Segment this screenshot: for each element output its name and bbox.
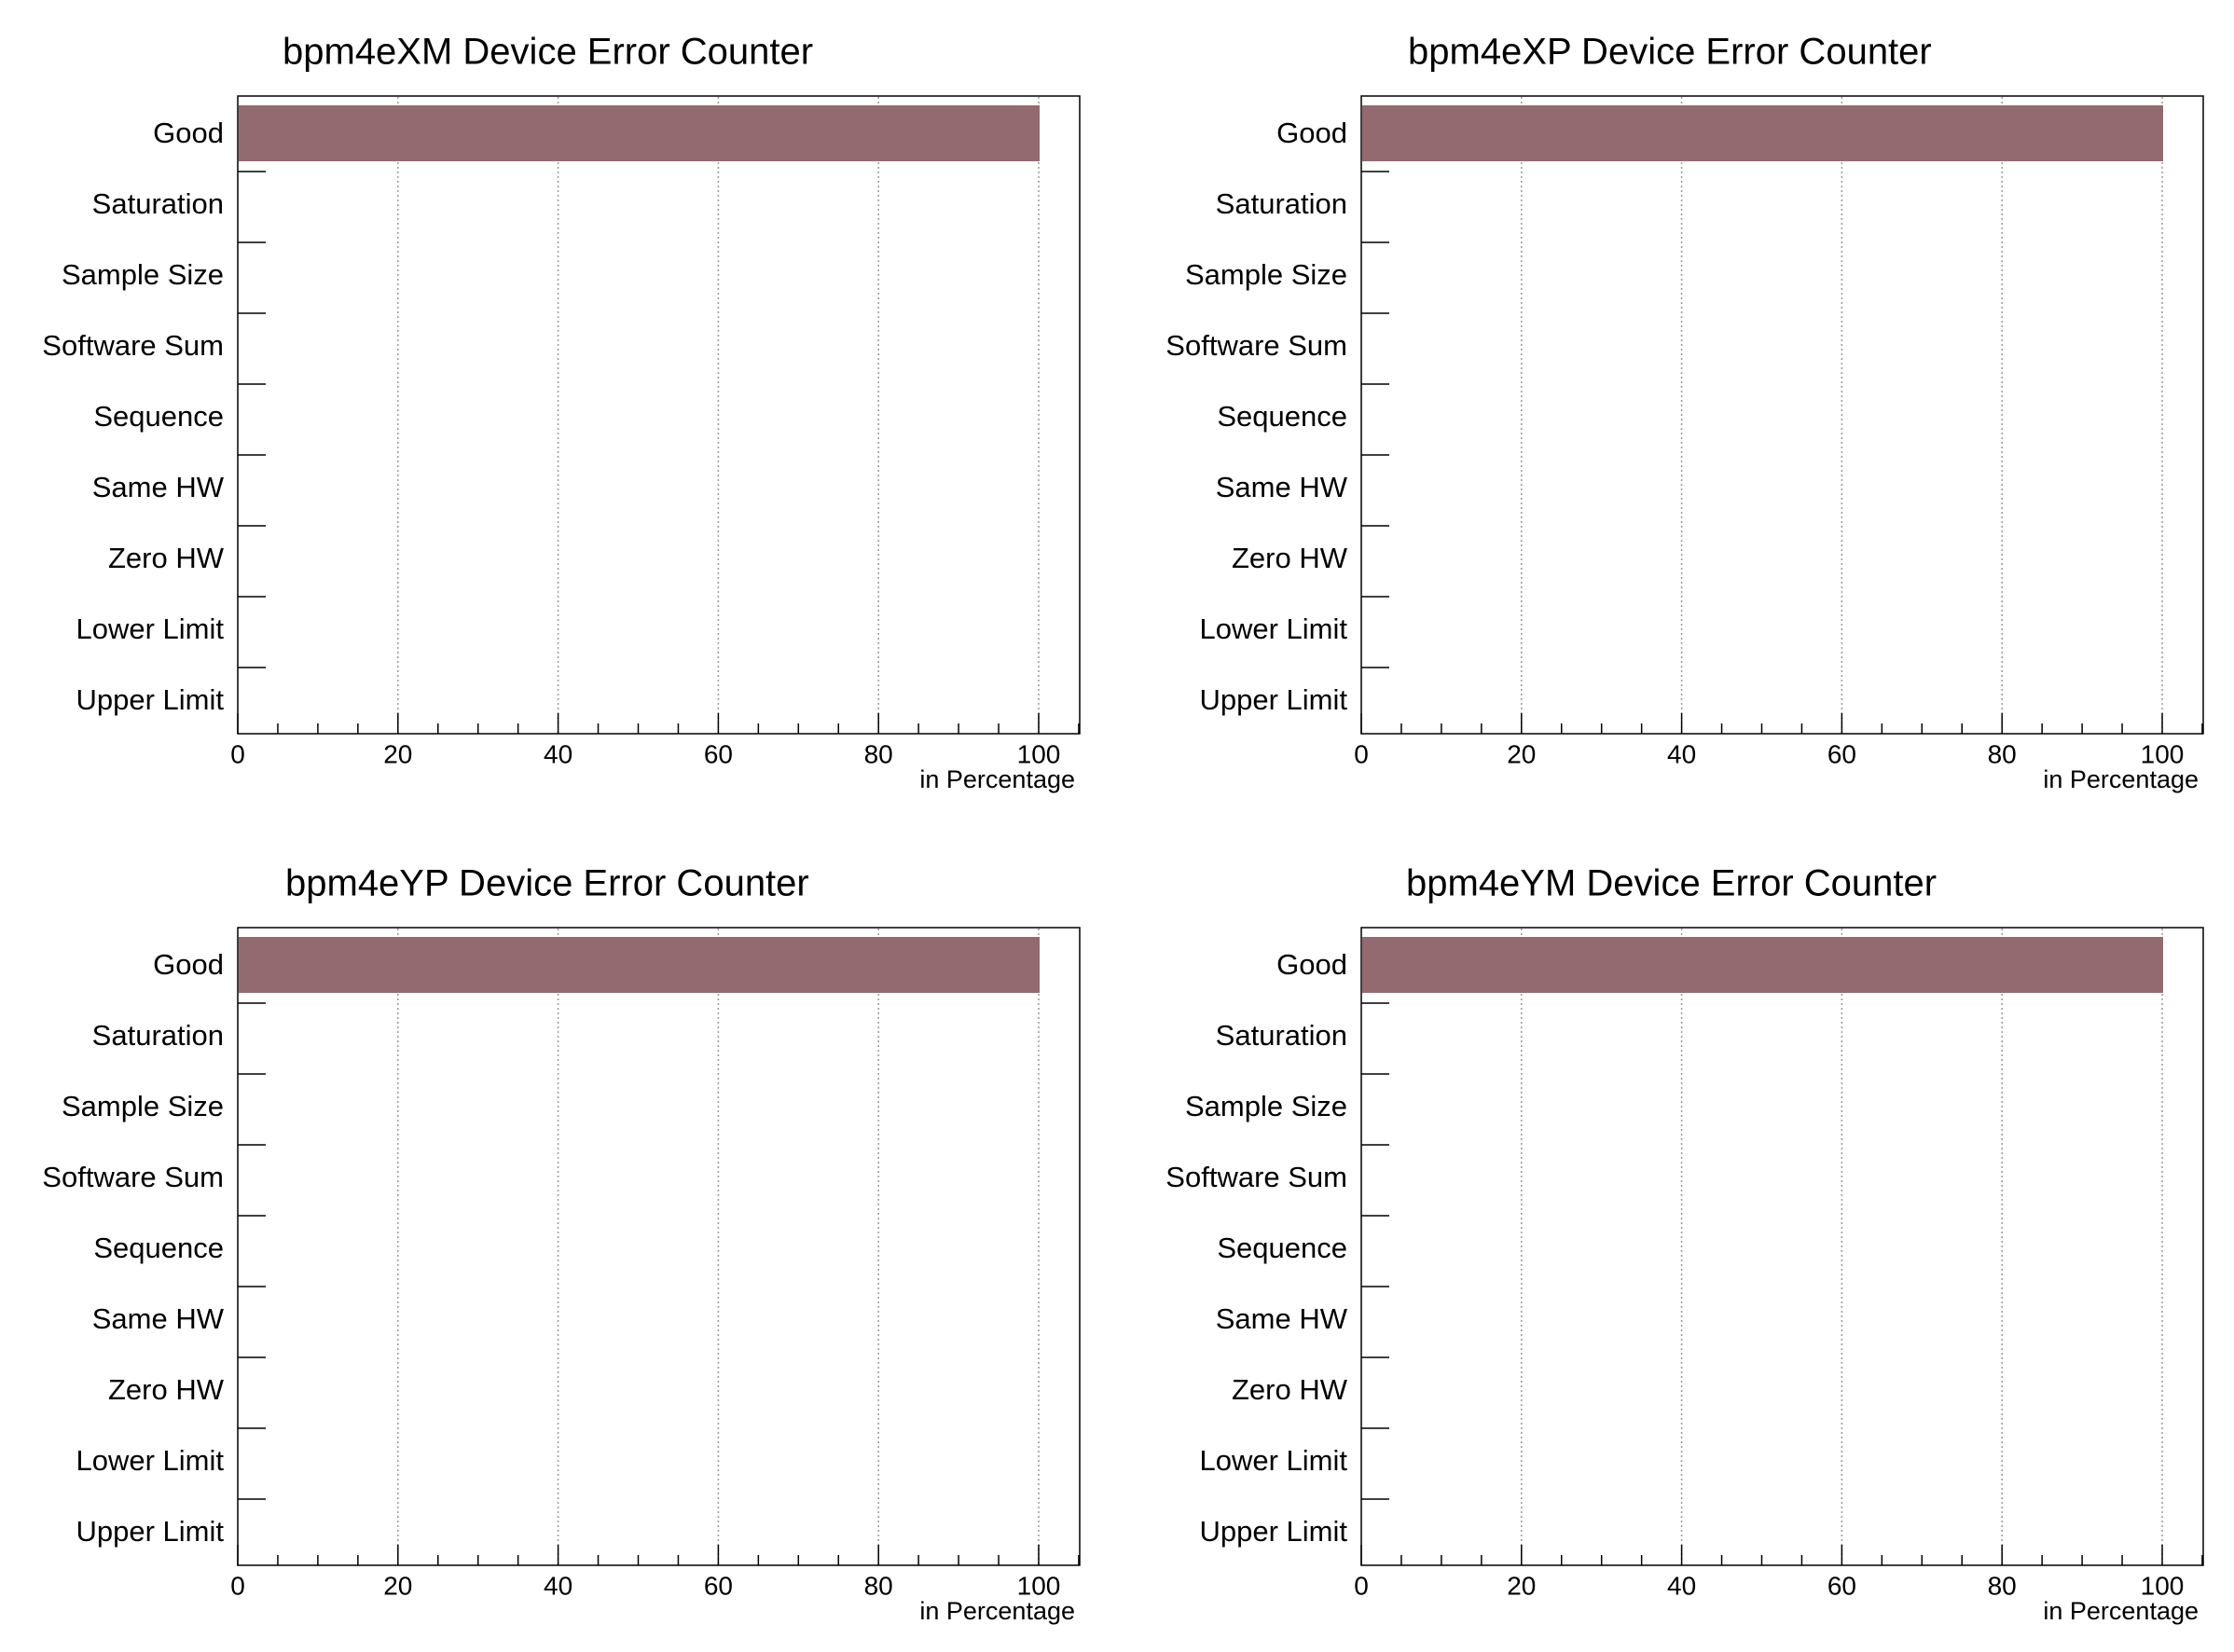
category-label: Lower Limit [1200,1444,1348,1477]
x-tick-label: 20 [1507,739,1536,768]
x-tick-label: 100 [1017,739,1061,768]
category-label: Lower Limit [1200,613,1348,645]
x-tick-label: 80 [1988,1571,2017,1600]
x-tick-label: 60 [704,1571,733,1600]
category-label: Upper Limit [1200,683,1348,716]
plot-frame [1360,95,2204,735]
x-tick-label: 20 [1507,1571,1536,1600]
category-label: Sample Size [1185,1090,1347,1122]
x-tick-label: 100 [2141,739,2185,768]
plot-frame [1360,927,2204,1566]
chart-panel: bpm4eXM Device Error Counter Good Saturati… [42,32,1081,793]
x-tick-label: 0 [1354,739,1369,768]
category-label: Saturation [1216,1019,1347,1052]
chart-title: bpm4eXM Device Error Counter [283,32,813,73]
bar-good [239,937,1040,993]
category-label: Sequence [1217,1232,1347,1264]
category-label: Software Sum [42,1161,224,1193]
category-label: Software Sum [42,329,224,362]
category-label: Same HW [1216,1302,1348,1335]
x-tick-label: 80 [1988,739,2017,768]
x-tick-label: 40 [1667,1571,1696,1600]
x-tick-label: 60 [704,739,733,768]
category-label: Sequence [93,400,224,433]
x-tick-label: 100 [2141,1571,2185,1600]
chart-panel: bpm4eYP Device Error Counter Good Saturati… [42,863,1081,1625]
category-label: Same HW [1216,471,1348,503]
x-tick-label: 0 [230,1571,245,1600]
x-tick-label: 60 [1827,1571,1856,1600]
category-label: Zero HW [108,1373,225,1406]
bar-good [239,105,1040,161]
x-axis-label: in Percentage [919,1597,1075,1625]
category-label: Software Sum [1165,1161,1347,1193]
category-label: Sample Size [1185,258,1347,291]
category-label: Zero HW [1232,1373,1348,1406]
x-tick-label: 0 [1354,1571,1369,1600]
category-label: Saturation [1216,187,1347,220]
x-tick-label: 20 [383,739,412,768]
category-label: Software Sum [1165,329,1347,362]
category-label: Upper Limit [1200,1515,1348,1548]
chart-panel: bpm4eYM Device Error Counter Good Saturati… [1165,863,2204,1625]
category-label: Good [153,117,224,149]
x-tick-label: 100 [1017,1571,1061,1600]
chart-title: bpm4eYP Device Error Counter [285,863,809,904]
category-label: Same HW [92,1302,225,1335]
category-label: Same HW [92,471,225,503]
category-label: Saturation [92,187,224,220]
category-label: Saturation [92,1019,224,1052]
category-label: Good [1276,117,1347,149]
chart-panel: bpm4eXP Device Error Counter Good Saturati… [1165,32,2204,793]
category-label: Sample Size [62,258,224,291]
category-label: Zero HW [1232,542,1348,574]
x-axis-label: in Percentage [2043,765,2199,793]
x-tick-label: 80 [864,1571,893,1600]
category-label: Upper Limit [76,683,225,716]
x-tick-label: 40 [1667,739,1696,768]
x-axis-label: in Percentage [919,765,1075,793]
category-label: Good [1276,948,1347,981]
x-tick-label: 60 [1827,739,1856,768]
chart-title: bpm4eXP Device Error Counter [1408,32,1932,73]
category-label: Upper Limit [76,1515,225,1548]
chart-title: bpm4eYM Device Error Counter [1406,863,1937,904]
category-label: Sample Size [62,1090,224,1122]
bar-good [1362,937,2163,993]
x-tick-label: 40 [544,1571,572,1600]
bar-good [1362,105,2163,161]
category-label: Lower Limit [76,613,225,645]
plot-frame [237,95,1081,735]
category-label: Lower Limit [76,1444,225,1477]
x-axis-label: in Percentage [2043,1597,2199,1625]
x-tick-label: 80 [864,739,893,768]
plot-frame [237,927,1081,1566]
category-label: Sequence [1217,400,1347,433]
x-tick-label: 20 [383,1571,412,1600]
x-tick-label: 0 [230,739,245,768]
category-label: Sequence [93,1232,224,1264]
category-label: Good [153,948,224,981]
x-tick-label: 40 [544,739,572,768]
category-label: Zero HW [108,542,225,574]
